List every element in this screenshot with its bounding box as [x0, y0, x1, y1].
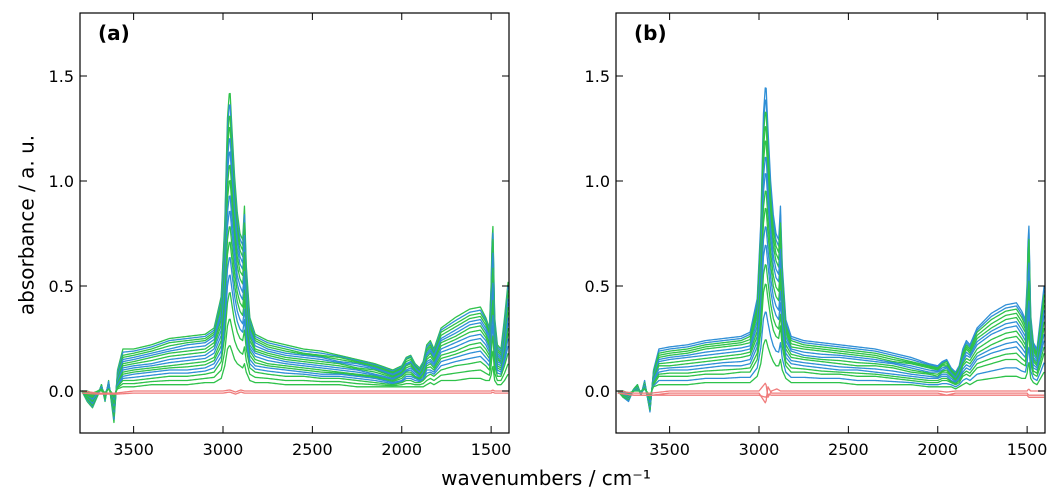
y-tick-label: 0.5: [585, 277, 610, 296]
x-tick-label: 2500: [828, 440, 869, 459]
x-axis-label: wavenumbers / cm⁻¹: [441, 466, 651, 490]
x-tick-label: 3500: [649, 440, 690, 459]
spectrum-line: [81, 226, 509, 405]
x-tick-label: 2000: [917, 440, 958, 459]
y-axis-label: absorbance / a. u.: [15, 135, 39, 315]
spectrum-line: [617, 173, 1045, 407]
spectrum-line: [81, 274, 509, 399]
spectrum-line: [81, 195, 509, 407]
spectrum-line: [617, 244, 1045, 403]
spectrum-line: [617, 226, 1045, 404]
spectrum-line: [617, 339, 1045, 396]
spectrum-line: [617, 111, 1045, 411]
spectrum-line: [81, 138, 509, 413]
panel-a: 3500 3000 2500 2000 1500 0.0 0.5 1.0 1.5 (a): [49, 12, 512, 459]
spectrum-line: [81, 164, 509, 411]
spectrum-line: [617, 140, 1045, 409]
spectrum-line: [617, 125, 1045, 410]
spectrum-line: [617, 87, 1045, 413]
spectrum-line: [617, 264, 1045, 401]
spectrum-line: [81, 345, 509, 396]
spectrum-line: [81, 151, 509, 412]
y-tick-label: 0.0: [585, 382, 610, 401]
spectrum-line: [81, 210, 509, 406]
spectrum-line: [81, 115, 509, 417]
spectrum-line: [617, 311, 1045, 397]
spectrum-line: [81, 92, 509, 424]
spectrum-line: [617, 99, 1045, 412]
y-tick-label: 0.5: [49, 277, 74, 296]
panel-label: (a): [98, 21, 130, 45]
plot-area: [617, 87, 1045, 413]
y-tick-label: 1.5: [585, 67, 610, 86]
x-tick-label: 1500: [1007, 440, 1048, 459]
x-tick-label: 1500: [471, 440, 512, 459]
spectrum-line: [617, 283, 1045, 398]
baseline-spectrum-line: [81, 391, 509, 395]
baseline-spectrum-line: [617, 392, 1045, 398]
y-tick-label: 0.0: [49, 382, 74, 401]
baseline-spectrum-line: [617, 386, 1045, 404]
y-tick-label: 1.5: [49, 67, 74, 86]
baseline-spectrum-line: [81, 389, 509, 394]
x-tick-label: 2500: [292, 440, 333, 459]
spectrum-line: [617, 207, 1045, 405]
spectrum-line: [81, 104, 509, 420]
x-tick-label: 3500: [113, 440, 154, 459]
plot-frame: [79, 12, 510, 434]
baseline-spectrum-line: [617, 382, 1045, 398]
panel-b: 3500 3000 2500 2000 1500 0.0 0.5 1.0 1.5 (b): [585, 12, 1048, 459]
plot-frame: [615, 12, 1046, 434]
spectrum-line: [81, 292, 509, 398]
x-tick-label: 3000: [203, 440, 244, 459]
spectrum-line: [617, 190, 1045, 406]
x-tick-label: 3000: [739, 440, 780, 459]
spectrum-line: [81, 180, 509, 409]
spectrum-line: [81, 318, 509, 397]
spectrum-line: [81, 241, 509, 403]
x-tick-label: 2000: [381, 440, 422, 459]
panel-label: (b): [634, 21, 667, 45]
plot-area: [81, 92, 509, 424]
y-tick-label: 1.0: [49, 172, 74, 191]
spectrum-line: [81, 126, 509, 415]
y-tick-label: 1.0: [585, 172, 610, 191]
spectrum-line: [617, 156, 1045, 408]
spectrum-line: [81, 257, 509, 401]
